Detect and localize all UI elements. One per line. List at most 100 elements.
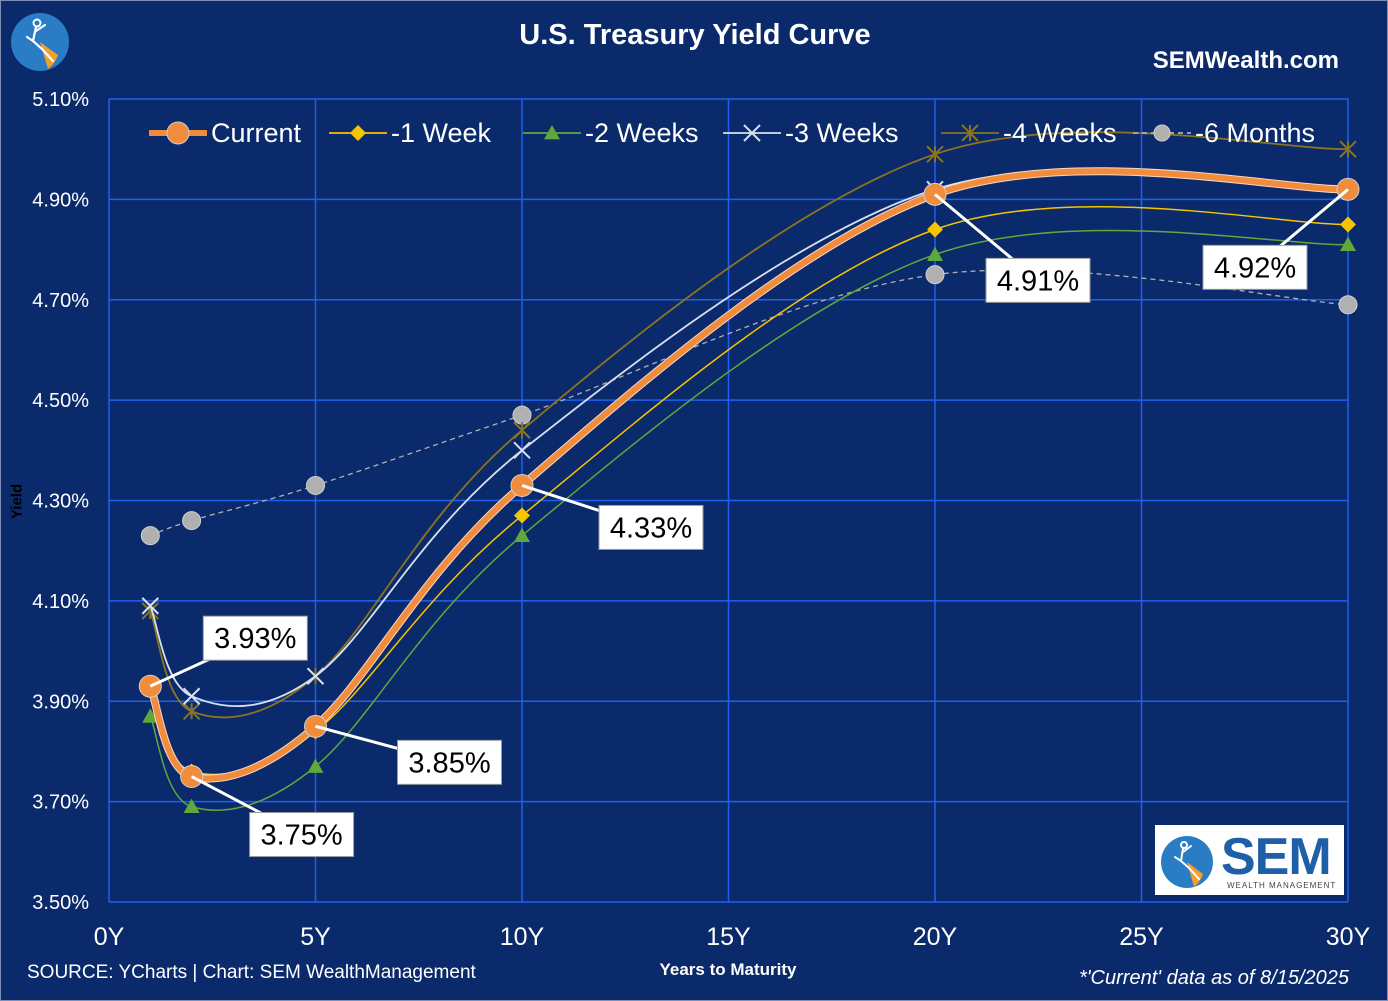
legend-marker: [166, 121, 190, 145]
y-tick-label: 4.50%: [32, 390, 89, 412]
data-point: [142, 708, 159, 723]
legend-marker: [743, 124, 761, 142]
website-label: SEMWealth.com: [1152, 47, 1339, 74]
series-line: [150, 269, 1349, 537]
data-point: [514, 507, 530, 524]
data-label: 4.91%: [934, 193, 1091, 303]
data-label: 3.93%: [149, 615, 308, 688]
data-point: [925, 265, 945, 285]
data-label-box: [397, 739, 502, 785]
data-point: [514, 527, 530, 543]
series-line: [147, 168, 1349, 782]
data-point: [512, 405, 532, 425]
legend-label: -4 Weeks: [1003, 118, 1117, 148]
legend-marker: [350, 125, 366, 141]
legend-label: Current: [211, 118, 302, 148]
data-point: [927, 221, 943, 238]
legend-label: -2 Weeks: [585, 118, 699, 148]
y-tick-label: 3.90%: [32, 691, 89, 713]
data-point: [1340, 236, 1356, 251]
data-label-text: 4.33%: [610, 512, 692, 544]
legend-item: -2 Weeks: [523, 118, 699, 148]
series-line: [149, 206, 1349, 776]
chart-title: U.S. Treasury Yield Curve: [519, 19, 871, 51]
y-tick-label: 3.50%: [32, 892, 89, 914]
legend-marker: [1153, 124, 1171, 142]
y-tick-label: 4.70%: [32, 290, 89, 312]
legend-item: Current: [149, 118, 302, 148]
data-label-text: 4.92%: [1214, 252, 1296, 284]
series-2weeks: [142, 229, 1356, 814]
data-label-text: 3.93%: [214, 623, 296, 655]
series-1week: [142, 206, 1356, 780]
data-point: [306, 667, 325, 685]
data-point: [1340, 216, 1356, 233]
data-label-box: [202, 615, 308, 661]
y-tick-label: 5.10%: [32, 89, 89, 111]
series-4weeks: [141, 131, 1357, 720]
data-point: [306, 475, 325, 495]
legend-label: -3 Weeks: [785, 118, 899, 148]
x-axis-label: Years to Maturity: [659, 960, 797, 979]
data-label-box: [985, 257, 1091, 303]
legend-item: -1 Week: [329, 118, 492, 148]
legend-item: -4 Weeks: [941, 118, 1117, 148]
data-point: [513, 441, 531, 460]
data-point: [927, 246, 943, 261]
gridlines: [108, 98, 1349, 903]
legend-label: -6 Months: [1195, 118, 1315, 148]
legend: Current -1 Week -2 Weeks -3 Weeks -4 Weeks -6…: [149, 118, 1315, 148]
as-of-note: *'Current' data as of 8/15/2025: [1078, 967, 1349, 989]
x-tick-label: 20Y: [913, 923, 958, 951]
sem-logo: SEM WEALTH MANAGEMENT: [1155, 825, 1344, 895]
legend-item: -6 Months: [1133, 118, 1315, 148]
data-label: 4.33%: [521, 484, 704, 550]
y-axis-label: Yield: [8, 483, 26, 520]
data-label-box: [249, 812, 355, 858]
data-label-box: [598, 504, 704, 550]
data-point: [1338, 295, 1358, 315]
data-label-text: 4.91%: [997, 265, 1079, 297]
y-tick-label: 4.30%: [32, 491, 89, 513]
series-line: [149, 229, 1349, 812]
y-tick-label: 4.90%: [32, 189, 89, 211]
y-tick-label: 3.70%: [32, 792, 89, 814]
data-point: [182, 511, 202, 531]
data-point: [182, 702, 201, 720]
legend-marker: [544, 125, 560, 140]
y-tick-label: 4.10%: [32, 591, 89, 613]
corner-logo-icon: [11, 13, 69, 71]
x-tick-label: 15Y: [706, 923, 751, 951]
data-label-text: 3.75%: [260, 820, 342, 852]
x-tick-label: 0Y: [94, 923, 125, 951]
x-tick-label: 10Y: [500, 923, 545, 951]
x-tick-label: 5Y: [300, 923, 331, 951]
data-point: [141, 597, 160, 615]
sem-logo-icon: [1161, 836, 1213, 888]
data-point: [140, 526, 160, 546]
data-label: 3.75%: [190, 775, 355, 858]
data-point: [513, 421, 531, 439]
legend-marker: [961, 124, 979, 142]
legend-item: -3 Weeks: [723, 118, 899, 148]
sem-logo-tagline: WEALTH MANAGEMENT: [1227, 881, 1337, 890]
series-line: [149, 131, 1349, 719]
legend-label: -1 Week: [391, 118, 492, 148]
series-line-outline: [146, 167, 1349, 783]
source-note: SOURCE: YCharts | Chart: SEM WealthManag…: [27, 962, 476, 983]
data-label: 4.92%: [1202, 188, 1349, 290]
series-6months: [140, 265, 1358, 546]
x-tick-label: 25Y: [1119, 923, 1164, 951]
data-point: [926, 145, 944, 163]
data-point: [1339, 140, 1357, 158]
series-3weeks: [141, 169, 1357, 708]
series-line: [149, 169, 1349, 708]
data-label-text: 3.85%: [408, 747, 490, 779]
x-tick-label: 30Y: [1326, 923, 1371, 951]
data-point: [307, 758, 324, 773]
data-point: [183, 798, 200, 814]
data-point: [182, 687, 201, 705]
sem-logo-text: SEM: [1221, 828, 1332, 886]
